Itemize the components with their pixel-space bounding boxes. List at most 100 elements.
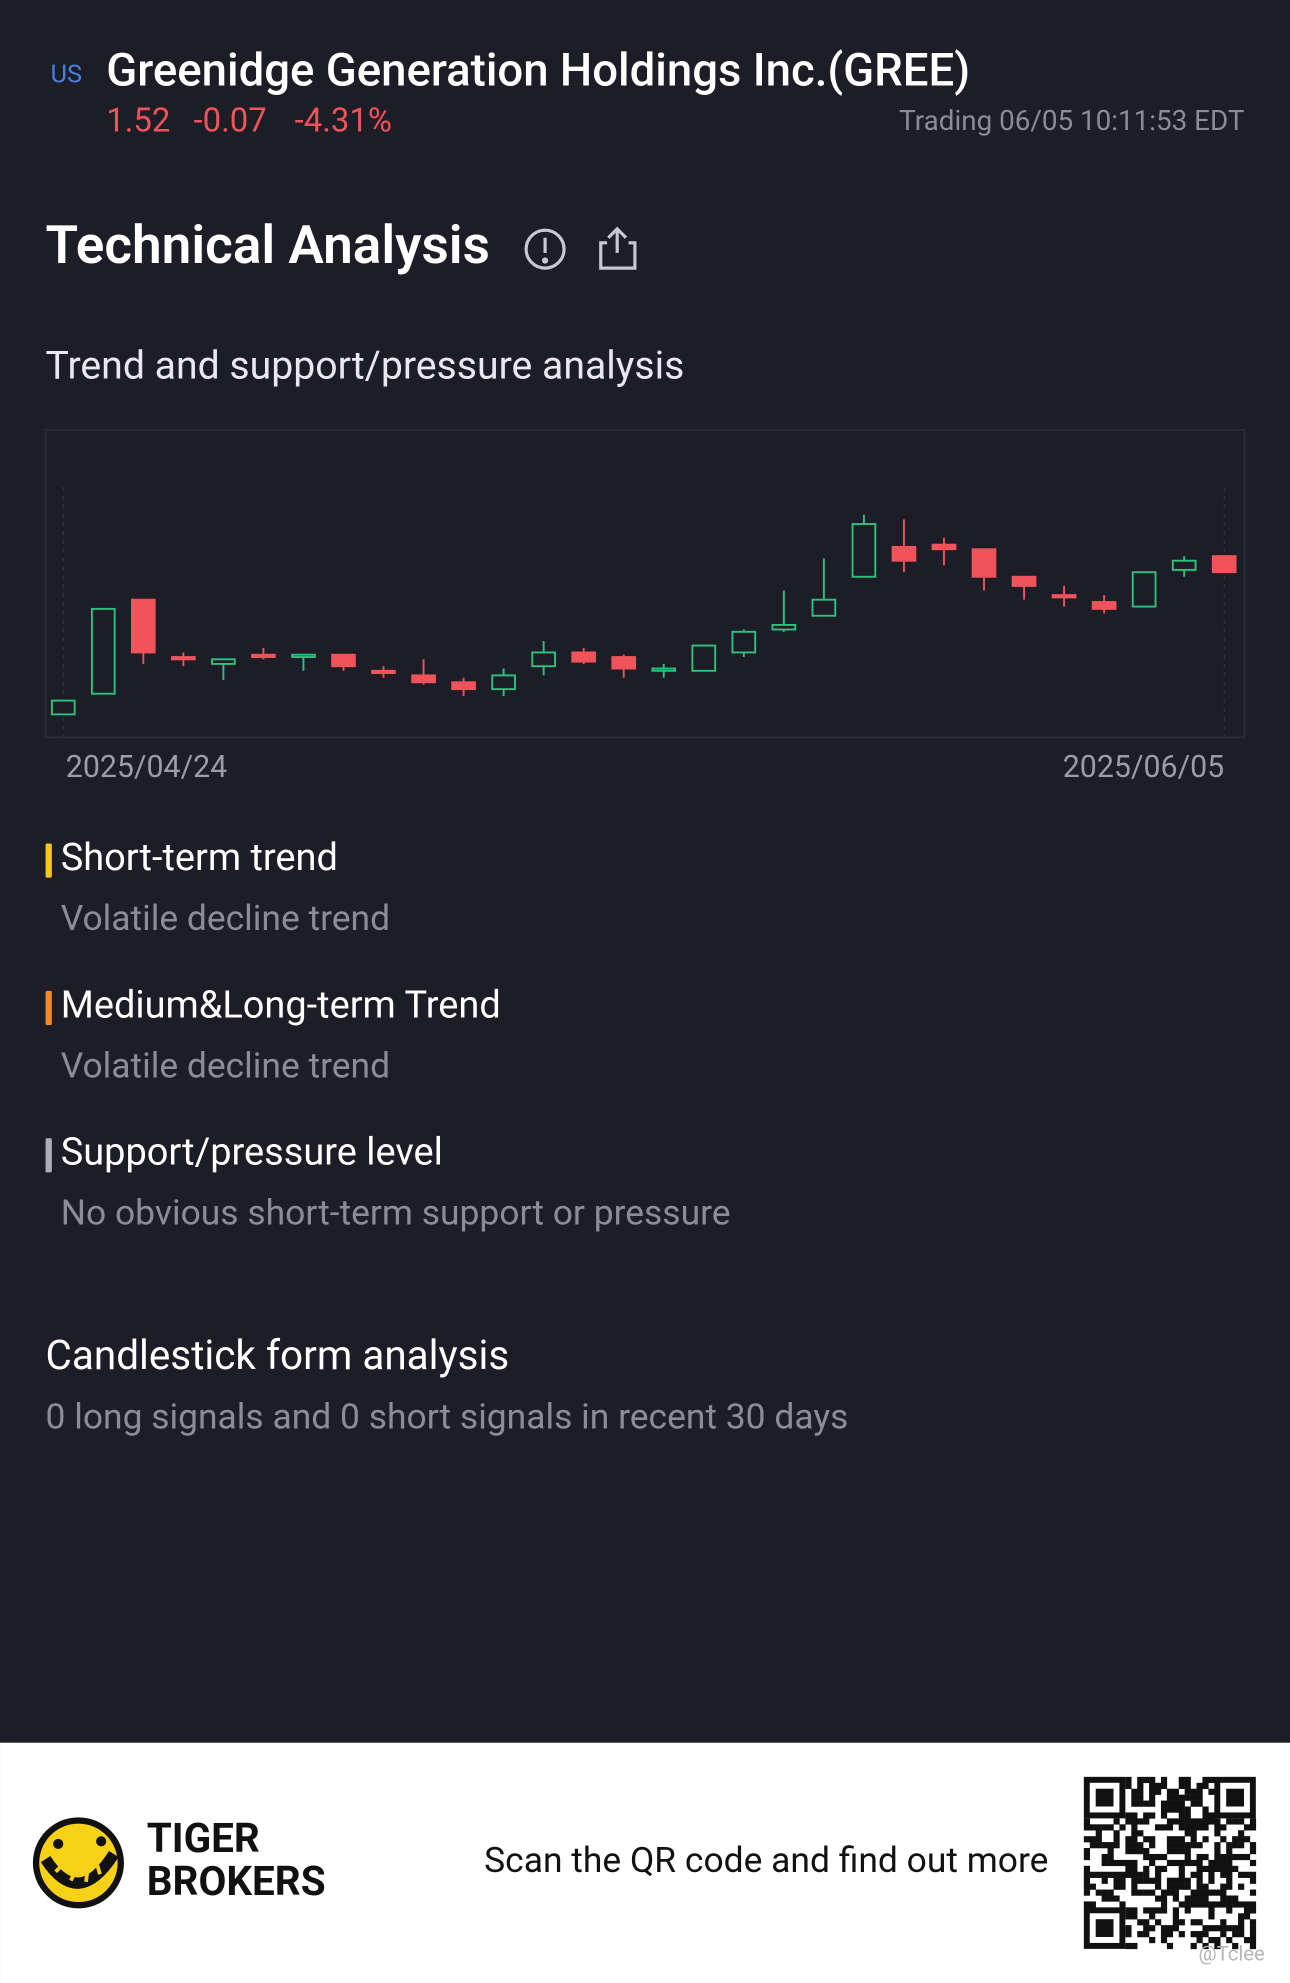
qr-module bbox=[1160, 1782, 1168, 1789]
qr-module bbox=[1125, 1931, 1132, 1938]
qr-module bbox=[1107, 1871, 1114, 1878]
share-icon[interactable] bbox=[599, 226, 637, 270]
qr-module bbox=[1214, 1942, 1221, 1950]
qr-module bbox=[1238, 1919, 1245, 1926]
qr-module bbox=[1178, 1901, 1185, 1908]
background bbox=[0, 0, 1290, 1743]
qr-module bbox=[1083, 1824, 1091, 1831]
candle-body bbox=[1091, 601, 1117, 610]
qr-module bbox=[1155, 1919, 1162, 1926]
qr-module bbox=[1095, 1836, 1102, 1843]
candle-body bbox=[531, 651, 556, 668]
qr-module bbox=[1172, 1859, 1179, 1867]
qr-module bbox=[1095, 1842, 1102, 1849]
qr-module bbox=[1178, 1818, 1185, 1825]
qr-module bbox=[1149, 1800, 1156, 1807]
candle-body bbox=[251, 653, 276, 658]
qr-module bbox=[1190, 1794, 1197, 1801]
qr-module bbox=[1196, 1901, 1203, 1908]
qr-module bbox=[1137, 1842, 1144, 1849]
chart-frame bbox=[44, 429, 1246, 739]
qr-module bbox=[1184, 1848, 1191, 1855]
qr-module bbox=[1143, 1925, 1150, 1932]
qr-module bbox=[1178, 1842, 1185, 1849]
qr-module bbox=[1131, 1824, 1138, 1831]
qr-module bbox=[1202, 1812, 1209, 1819]
qr-module bbox=[1155, 1824, 1162, 1831]
candle-body bbox=[1131, 571, 1157, 608]
qr-module bbox=[1196, 1889, 1203, 1896]
qr-module bbox=[1220, 1865, 1227, 1873]
qr-module bbox=[1155, 1788, 1162, 1795]
qr-module bbox=[1220, 1901, 1227, 1908]
qr-module bbox=[1190, 1842, 1197, 1849]
qr-module bbox=[1226, 1865, 1233, 1873]
watermark: @Tclee bbox=[1199, 1942, 1265, 1966]
qr-module bbox=[1089, 1901, 1096, 1908]
qr-module bbox=[1202, 1925, 1209, 1932]
qr-module bbox=[1202, 1883, 1209, 1890]
qr-module bbox=[1137, 1782, 1144, 1789]
qr-module bbox=[1137, 1794, 1144, 1801]
status: Trading 06/05 10:11:53 EDT bbox=[899, 104, 1244, 137]
trend-label: Support/pressure level bbox=[61, 1131, 443, 1175]
qr-module bbox=[1196, 1931, 1203, 1938]
qr-module bbox=[1190, 1889, 1197, 1896]
qr-module bbox=[1249, 1877, 1257, 1884]
qr-module bbox=[1196, 1782, 1203, 1789]
qr-module bbox=[1143, 1853, 1150, 1861]
qr-module bbox=[1155, 1877, 1162, 1884]
qr-module bbox=[1184, 1895, 1191, 1902]
qr-module bbox=[1220, 1883, 1227, 1890]
qr-module bbox=[1190, 1859, 1197, 1867]
qr-module bbox=[1166, 1889, 1174, 1896]
qr-module bbox=[1172, 1877, 1179, 1884]
qr-module bbox=[1160, 1812, 1168, 1819]
qr-module bbox=[1184, 1830, 1191, 1837]
qr-module bbox=[1208, 1925, 1215, 1932]
qr-module bbox=[1202, 1818, 1209, 1825]
qr-module bbox=[1184, 1877, 1191, 1884]
qr-module bbox=[1125, 1913, 1132, 1920]
qr-module bbox=[1232, 1842, 1239, 1849]
qr-module bbox=[1137, 1919, 1144, 1926]
qr-module bbox=[1095, 1830, 1102, 1837]
qr-module bbox=[1243, 1871, 1251, 1878]
qr-module bbox=[1214, 1901, 1221, 1908]
qr-code[interactable] bbox=[1083, 1776, 1257, 1950]
qr-module bbox=[1214, 1859, 1221, 1867]
qr-module bbox=[1166, 1818, 1174, 1825]
change: -0.07 bbox=[194, 101, 267, 140]
qr-module bbox=[1208, 1877, 1215, 1884]
qr-module bbox=[1083, 1889, 1091, 1896]
qr-module bbox=[1214, 1936, 1221, 1944]
qr-module bbox=[1101, 1877, 1108, 1884]
qr-module bbox=[1172, 1806, 1179, 1813]
qr-module bbox=[1190, 1800, 1197, 1807]
qr-module bbox=[1220, 1824, 1227, 1831]
qr-module bbox=[1131, 1883, 1138, 1890]
candle-body bbox=[1171, 559, 1197, 571]
qr-module bbox=[1131, 1818, 1138, 1825]
qr-module bbox=[1083, 1883, 1091, 1890]
qr-module bbox=[1238, 1842, 1245, 1849]
qr-module bbox=[1131, 1889, 1138, 1896]
qr-module bbox=[1184, 1853, 1191, 1861]
x-tick-label: 2025/06/05 bbox=[1063, 750, 1224, 785]
qr-module bbox=[1089, 1842, 1096, 1849]
qr-module bbox=[1232, 1895, 1239, 1902]
qr-module bbox=[1125, 1836, 1132, 1843]
qr-module bbox=[1143, 1919, 1150, 1926]
qr-module bbox=[1137, 1848, 1144, 1855]
qr-finder bbox=[1083, 1776, 1126, 1819]
qr-module bbox=[1190, 1871, 1197, 1878]
qr-module bbox=[1131, 1942, 1138, 1950]
candle-body bbox=[611, 656, 637, 670]
qr-module bbox=[1125, 1848, 1132, 1855]
info-icon[interactable] bbox=[524, 228, 566, 270]
qr-module bbox=[1178, 1859, 1185, 1867]
qr-module bbox=[1220, 1859, 1227, 1867]
x-tick-label: 2025/04/24 bbox=[66, 750, 227, 785]
qr-module bbox=[1172, 1800, 1179, 1807]
qr-module bbox=[1083, 1877, 1091, 1884]
